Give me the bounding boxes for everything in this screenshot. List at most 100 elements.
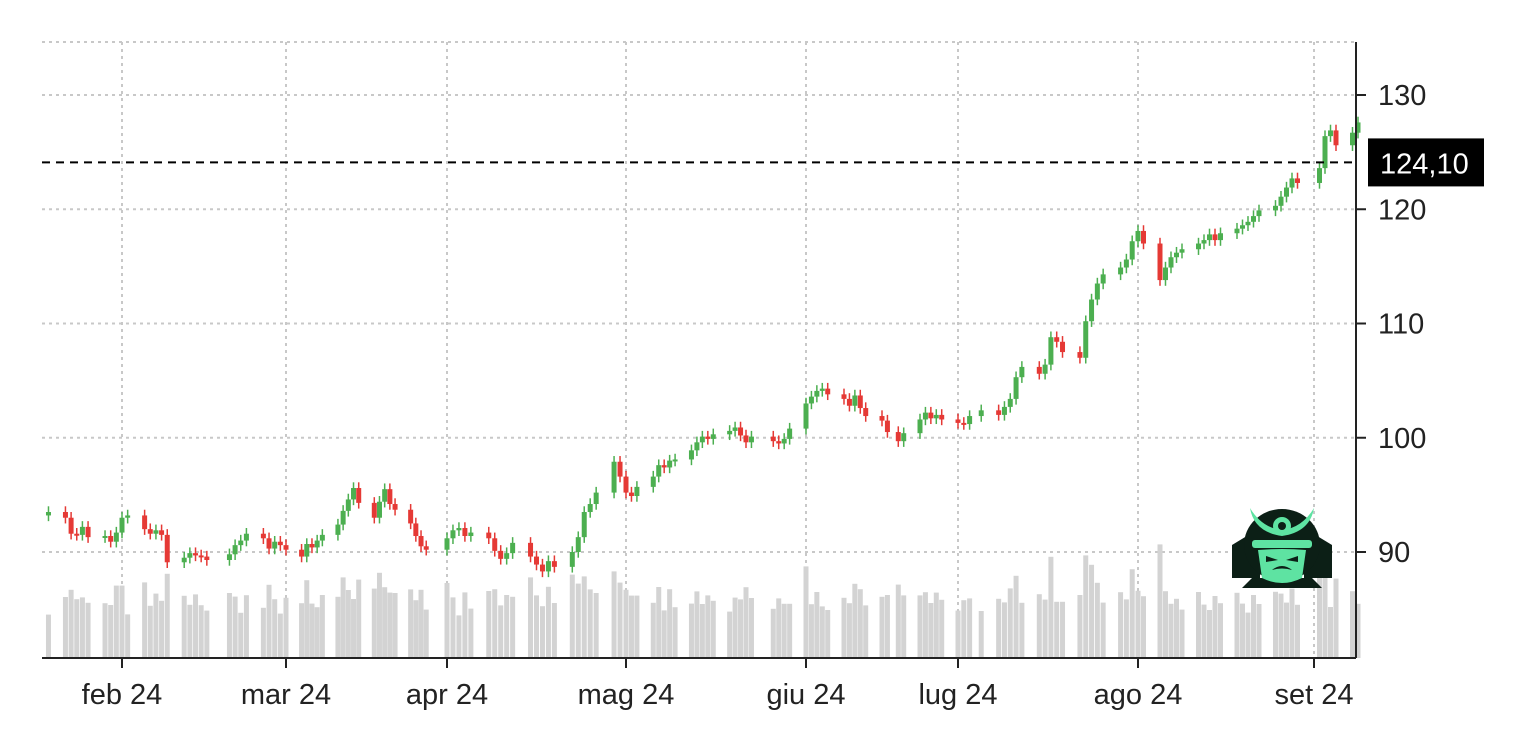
candle-body [617,461,623,477]
volume-bar [392,593,398,658]
volume-bar [243,595,249,658]
candle-body [587,504,593,513]
candle-body [688,450,694,460]
volume-bar [1007,588,1013,658]
volume-bar [634,595,640,658]
volume-bar [863,605,869,658]
volume-bar [738,599,744,658]
volume-bar [895,584,901,658]
volume-bar [1278,593,1284,658]
volume-bar [539,606,545,658]
volume-bar [928,603,934,658]
candle-body [142,515,148,530]
volume-bar [181,595,187,658]
x-tick-label: mag 24 [578,679,675,711]
volume-bar [770,608,776,658]
volume-bar [277,613,283,658]
volume-bar [1273,591,1278,658]
volume-bar [939,599,945,658]
candle-body [534,556,539,565]
candle-body [1001,406,1007,415]
candle-body [628,492,634,497]
candle-body [955,419,961,423]
volume-bar [694,591,700,658]
volume-bar [387,592,393,658]
volume-bar [304,580,310,658]
candle-body [45,512,51,516]
candle-body [961,422,967,425]
volume-bar [961,600,967,658]
candle-body [376,501,382,518]
volume-bar [108,605,114,658]
candle-body [738,427,744,436]
candle-body [846,398,852,406]
volume-bar [1013,575,1019,658]
candle-body [108,536,114,542]
candle-body [1123,259,1129,268]
volume-bar [198,605,204,658]
candle-body [996,410,1002,415]
axis-layer: 90 100 110 120 130 feb 24 mar 24 apr 24 mag 24 gi… [42,42,1484,711]
candle-body [863,408,869,417]
candle-body [551,561,557,567]
volume-bar [1234,592,1240,658]
volume-bar [1129,569,1135,658]
candle-body [1100,274,1106,284]
volume-bar [705,595,711,658]
volume-bar [808,604,814,658]
volume-bar [1317,574,1322,658]
volume-bar [1196,592,1201,658]
volume-bar [661,610,667,658]
volume-bar [238,612,244,658]
volume-bar [841,597,847,658]
volume-bar [776,598,782,658]
candle-body [967,416,973,425]
volume-bar [468,608,474,658]
candle-body [1089,299,1095,322]
volume-bar [1212,596,1218,658]
volume-bar [498,605,504,658]
candle-body [335,524,341,535]
candle-body [1278,196,1284,206]
candle-body [62,512,68,518]
volume-bar [1163,591,1168,658]
candle-body [819,388,825,391]
volume-bar [611,571,617,658]
volume-bar [545,586,551,658]
candle-body [884,420,890,433]
candle-body [74,533,80,536]
volume-bar [846,603,852,658]
volume-bar [1123,599,1129,658]
candle-body [198,555,204,558]
volume-bar [1042,599,1048,658]
candle-body [125,515,131,518]
volume-bar [187,604,193,658]
volume-bar [314,607,320,658]
candle-body [164,534,170,563]
candle-body [803,403,809,429]
candle-body [159,530,165,535]
y-tick-label: 90 [1378,537,1410,569]
volume-bar [142,582,148,658]
candle-body [841,394,847,399]
volume-bar [1157,544,1163,658]
candle-body [545,561,551,572]
volume-bar [623,589,629,658]
candle-body [486,532,492,539]
volume-bar [125,614,131,658]
volume-bar [699,604,705,658]
volume-bar [147,605,153,658]
candle-body [102,536,108,539]
volume-bar [1240,603,1245,658]
candle-body [272,541,278,549]
volume-bar [335,596,341,658]
candle-body [113,532,119,542]
candle-body [193,553,199,556]
volume-bar [351,599,357,658]
candle-body [1157,243,1163,281]
volume-bar [408,589,414,658]
candle-body [1207,234,1212,241]
candle-body [119,517,125,533]
candle-body [1289,178,1295,188]
candle-body [181,557,187,563]
